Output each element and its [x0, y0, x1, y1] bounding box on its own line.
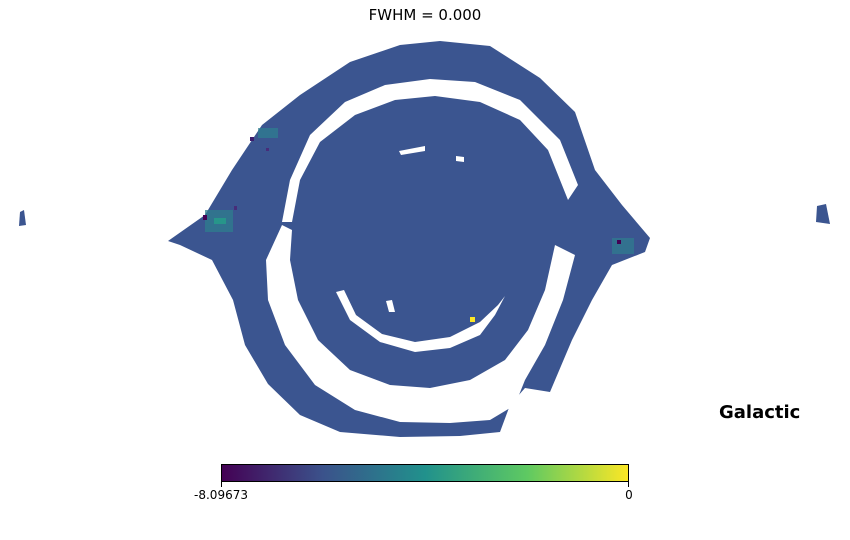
noise-features	[203, 128, 634, 322]
colorbar-min-label: -8.09673	[194, 488, 248, 502]
colorbar-max-label: 0	[625, 488, 633, 502]
colorbar-gradient	[221, 464, 629, 482]
coordinate-system-label: Galactic	[719, 402, 801, 423]
chart-title: FWHM = 0.000	[368, 6, 482, 24]
edge-patch-right	[816, 204, 830, 224]
colorbar	[221, 464, 629, 482]
sky-region	[168, 41, 650, 437]
edge-patch-left	[19, 210, 26, 226]
colorbar-tick-min	[221, 482, 222, 487]
colorbar-tick-max	[628, 482, 629, 487]
masked-regions	[266, 79, 578, 423]
